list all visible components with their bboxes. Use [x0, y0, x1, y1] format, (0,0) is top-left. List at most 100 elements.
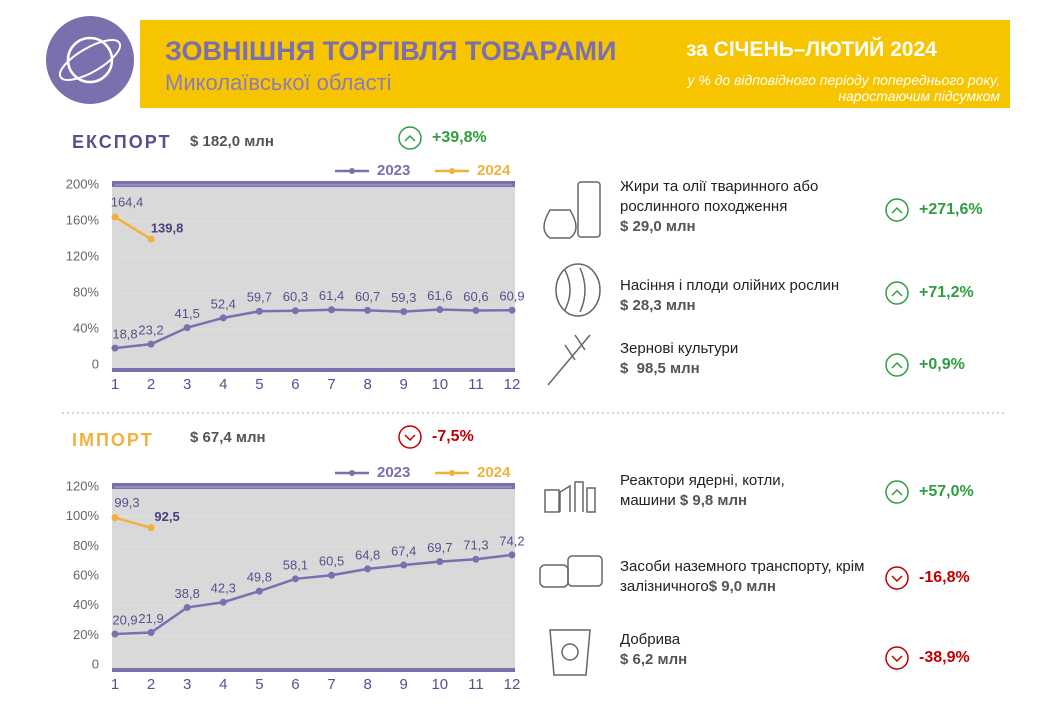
point	[436, 558, 444, 566]
item-amount: $ 9,0 млн	[708, 578, 776, 595]
x-tick-label: 3	[183, 676, 191, 693]
plot-bottom-band	[112, 668, 515, 672]
y-tick-label: 60%	[73, 567, 99, 582]
item-name: Зернові культури	[620, 340, 739, 357]
data-label: 60,5	[319, 554, 344, 569]
point	[472, 306, 480, 314]
legend-dot	[449, 168, 455, 174]
change-badge	[885, 353, 909, 377]
x-tick-label: 4	[219, 376, 227, 393]
data-label: 99,3	[114, 495, 139, 510]
change-value: -16,8%	[919, 569, 970, 586]
data-label: 42,3	[211, 581, 236, 596]
point	[147, 524, 155, 532]
change-value: +271,6%	[919, 201, 983, 218]
item-amount: $ 98,5 млн	[620, 360, 700, 377]
x-tick-label: 10	[431, 376, 448, 393]
item: Жири та олії тваринного або рослинного п…	[620, 177, 850, 237]
note-line: наростаючим підсумком	[838, 88, 1000, 104]
data-label: 74,2	[499, 533, 524, 548]
x-tick-label: 2	[147, 376, 155, 393]
item: Добрива $ 6,2 млн	[620, 630, 880, 670]
change-value: +0,9%	[919, 356, 965, 373]
data-label: 59,7	[247, 290, 272, 305]
x-tick-label: 9	[400, 376, 408, 393]
data-label: 139,8	[151, 221, 184, 236]
point	[364, 565, 372, 573]
legend-dot	[449, 470, 455, 476]
y-tick-label: 120%	[66, 248, 100, 263]
import-amount: $ 67,4 млн	[190, 429, 266, 446]
y-tick-label: 120%	[66, 478, 100, 493]
change-badge	[398, 425, 422, 449]
y-tick-label: 40%	[73, 320, 99, 335]
data-label: 69,7	[427, 540, 452, 555]
note-line: у % до відповідного періоду попереднього…	[687, 72, 1000, 88]
point	[147, 629, 155, 637]
item-amount: $ 9,8 млн	[679, 492, 748, 509]
logo-orbit	[58, 39, 122, 81]
change-value: +57,0%	[919, 483, 974, 500]
legend-label: 2023	[377, 162, 410, 179]
legend-label: 2024	[477, 162, 511, 179]
change-arrow	[891, 361, 903, 369]
x-tick-label: 5	[255, 676, 263, 693]
point	[111, 630, 119, 638]
x-tick-label: 8	[363, 376, 371, 393]
x-tick-label: 8	[363, 676, 371, 693]
change-arrow	[404, 434, 416, 442]
item: Зернові культури $ 98,5 млн	[620, 339, 890, 379]
data-label: 59,3	[391, 290, 416, 305]
y-tick-label: 20%	[73, 627, 99, 642]
item-name: Добрива	[620, 631, 681, 648]
x-tick-label: 3	[183, 376, 191, 393]
item-amount: $ 6,2 млн	[620, 651, 688, 668]
plot-area	[112, 185, 515, 370]
data-label: 60,7	[355, 289, 380, 304]
point	[508, 551, 516, 559]
data-label: 61,6	[427, 288, 452, 303]
plot-top-band	[112, 181, 515, 187]
change-value: -7,5%	[432, 428, 474, 445]
change-value: +39,8%	[432, 129, 487, 146]
series-line	[114, 308, 513, 350]
point	[219, 314, 227, 322]
change-arrow	[891, 289, 903, 297]
change-value: -38,9%	[919, 649, 970, 666]
point	[183, 324, 191, 332]
y-tick-label: 160%	[66, 212, 100, 227]
legend-dot	[349, 168, 355, 174]
point	[400, 561, 408, 569]
data-label: 71,3	[463, 538, 488, 553]
item: Засоби наземного транспорту, крім залізн…	[620, 557, 880, 597]
export-label: ЕКСПОРТ	[72, 132, 172, 152]
change-value: +71,2%	[919, 284, 974, 301]
item-name: Жири та олії тваринного або рослинного п…	[620, 178, 819, 215]
point	[400, 308, 408, 316]
series-line	[114, 516, 152, 529]
plot-bottom-band	[112, 368, 515, 372]
series-line	[114, 553, 513, 636]
y-tick-label: 80%	[73, 284, 99, 299]
change-arrow	[891, 575, 903, 583]
change-badge	[885, 566, 909, 590]
x-tick-label: 10	[431, 676, 448, 693]
x-tick-label: 12	[504, 676, 521, 693]
point	[111, 344, 119, 352]
data-label: 164,4	[111, 194, 144, 209]
item: Реактори ядерні, котли, машини $ 9,8 млн	[620, 471, 820, 511]
item: Насіння і плоди олійних рослин $ 28,3 млн	[620, 276, 890, 316]
point	[147, 340, 155, 348]
point	[111, 213, 119, 221]
point	[147, 235, 155, 243]
note: у % до відповідного періоду попереднього…	[687, 72, 1000, 104]
data-label: 18,8	[112, 327, 137, 342]
x-tick-label: 11	[468, 676, 484, 693]
data-label: 21,9	[138, 611, 163, 626]
x-tick-label: 1	[111, 676, 119, 693]
change-arrow	[891, 206, 903, 214]
data-label: 49,8	[247, 570, 272, 585]
export-amount: $ 182,0 млн	[190, 133, 274, 150]
